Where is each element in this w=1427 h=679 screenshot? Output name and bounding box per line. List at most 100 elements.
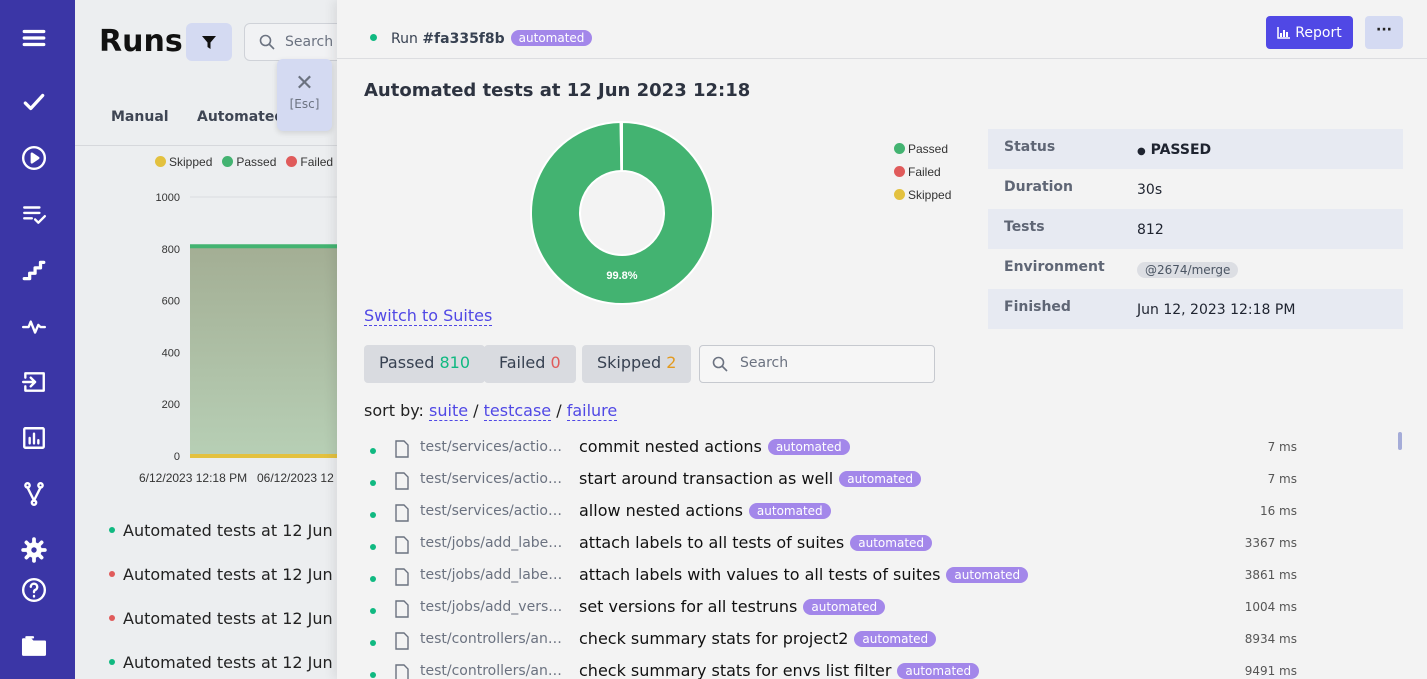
folder-icon[interactable] [20, 632, 48, 660]
test-tag: automated [748, 503, 831, 519]
play-circle-icon[interactable] [20, 144, 48, 172]
tab-manual[interactable]: Manual [111, 109, 169, 125]
run-list-item[interactable]: Automated tests at 12 Jun 202 [109, 609, 337, 628]
filter-passed-button[interactable]: Passed 810 [364, 345, 486, 383]
sort-suite[interactable]: suite [429, 401, 469, 421]
sort-by: sort by: suite / testcase / failure [364, 401, 618, 421]
test-row[interactable]: test/jobs/add_labels_test.rb attach labe… [337, 533, 1297, 565]
run-detail-panel: Run #fa335f8b automated Report ··· Automa… [337, 0, 1427, 679]
test-row[interactable]: test/jobs/add_versions_test.rb set versi… [337, 597, 1297, 629]
y-tick-label: 800 [162, 244, 180, 256]
chart-legend: Skipped Passed Failed [155, 155, 333, 169]
test-name: attach labels with values to all tests o… [579, 565, 941, 584]
info-duration: Duration 30s [1004, 179, 1163, 198]
list-check-icon[interactable] [20, 200, 48, 228]
legend-passed: Passed [222, 155, 276, 169]
status-dot [370, 608, 376, 614]
status-dot [370, 480, 376, 486]
test-row[interactable]: test/services/actions_test.rb commit nes… [337, 437, 1297, 469]
close-icon: ✕ [295, 71, 314, 96]
donut-slice-passed[interactable] [530, 120, 714, 305]
donut-label: 99.8% [606, 270, 637, 282]
pulse-icon[interactable] [20, 312, 48, 340]
test-name: start around transaction as well [579, 469, 834, 488]
test-name: check summary stats for envs list filter [579, 661, 892, 679]
import-icon[interactable] [20, 368, 48, 396]
test-row[interactable]: test/services/actions_test.rb start arou… [337, 469, 1297, 501]
status-dot [370, 34, 377, 41]
menu-icon[interactable] [20, 24, 48, 52]
file-icon [395, 440, 409, 458]
run-title: Automated tests at 12 Jun 202 [123, 653, 337, 672]
sort-testcase[interactable]: testcase [483, 401, 552, 421]
filter-icon [202, 36, 216, 49]
passed-area [190, 246, 337, 456]
x-tick-label: 06/12/2023 12 [257, 471, 334, 485]
status-donut-chart: 99.8% [530, 120, 714, 305]
filter-failed-button[interactable]: Failed 0 [484, 345, 576, 383]
switch-to-suites-link[interactable]: Switch to Suites [364, 306, 493, 326]
search-icon [259, 34, 275, 50]
status-dot [370, 576, 376, 582]
test-tag: automated [803, 599, 886, 615]
test-duration: 3367 ms [1244, 536, 1297, 550]
status-dot [370, 512, 376, 518]
legend-passed: Passed [894, 142, 951, 165]
runs-search-input[interactable]: Search [244, 23, 337, 61]
gear-icon[interactable] [20, 536, 48, 564]
test-duration: 7 ms [1267, 440, 1297, 454]
donut-slice-skipped[interactable] [619, 120, 623, 173]
branch-icon[interactable] [20, 480, 48, 508]
y-tick-label: 200 [162, 399, 180, 411]
filter-button[interactable] [186, 23, 232, 61]
test-name: allow nested actions [579, 501, 743, 520]
report-button[interactable]: Report [1266, 16, 1353, 49]
donut-legend: Passed Failed Skipped [894, 142, 951, 211]
chart-icon[interactable] [20, 424, 48, 452]
sort-failure[interactable]: failure [566, 401, 618, 421]
more-options-button[interactable]: ··· [1365, 16, 1403, 49]
run-list-item[interactable]: Automated tests at 12 Jun 202 [109, 653, 337, 672]
search-icon [712, 356, 728, 372]
tab-automated[interactable]: Automated [197, 109, 285, 125]
test-path: test/services/actions_test.rb [420, 439, 565, 455]
test-row[interactable]: test/services/actions_test.rb allow nest… [337, 501, 1297, 533]
info-status: Status ● PASSED [988, 129, 1403, 169]
status-dot [370, 672, 376, 678]
info-finished: Finished Jun 12, 2023 12:18 PM [988, 289, 1403, 329]
legend-skipped: Skipped [894, 188, 951, 211]
run-list-item[interactable]: Automated tests at 12 Jun 202 [109, 521, 337, 540]
test-name: attach labels to all tests of suites [579, 533, 845, 552]
check-icon[interactable] [20, 88, 48, 116]
y-tick-label: 1000 [156, 192, 180, 204]
stairs-icon[interactable] [20, 256, 48, 284]
file-icon [395, 472, 409, 490]
test-duration: 7 ms [1267, 472, 1297, 486]
file-icon [395, 536, 409, 554]
test-tag: automated [854, 631, 937, 647]
test-duration: 3861 ms [1244, 568, 1297, 582]
test-path: test/controllers/analytics_test.rb [420, 631, 565, 647]
y-tick-label: 400 [162, 347, 180, 359]
environment-tag: @2674/merge [1137, 262, 1239, 278]
test-name: commit nested actions [579, 437, 762, 456]
test-duration: 8934 ms [1244, 632, 1297, 646]
test-name: check summary stats for project2 [579, 629, 849, 648]
runs-area-chart: 1000 800 600 400 200 0 6/12/2023 12:18 PM 06/12… [139, 192, 337, 485]
run-list-item[interactable]: Automated tests at 12 Jun 202 [109, 565, 337, 584]
y-tick-label: 600 [162, 296, 180, 308]
close-panel-button[interactable]: ✕ [Esc] [277, 59, 332, 131]
tests-search-input[interactable]: Search [699, 345, 935, 383]
scrollbar[interactable] [1398, 432, 1402, 450]
y-tick-label: 0 [174, 451, 180, 463]
search-placeholder: Search [285, 34, 334, 50]
test-row[interactable]: test/controllers/analytics_test.rb check… [337, 629, 1297, 661]
help-icon[interactable] [20, 576, 48, 604]
test-path: test/controllers/analytics_test.rb [420, 663, 565, 679]
test-row[interactable]: test/controllers/analytics_test.rb check… [337, 661, 1297, 679]
run-title: Automated tests at 12 Jun 202 [123, 521, 337, 540]
test-row[interactable]: test/jobs/add_labels_test.rb attach labe… [337, 565, 1297, 597]
test-tag: automated [946, 567, 1029, 583]
info-tests: Tests 812 [988, 209, 1403, 249]
filter-skipped-button[interactable]: Skipped 2 [582, 345, 692, 383]
